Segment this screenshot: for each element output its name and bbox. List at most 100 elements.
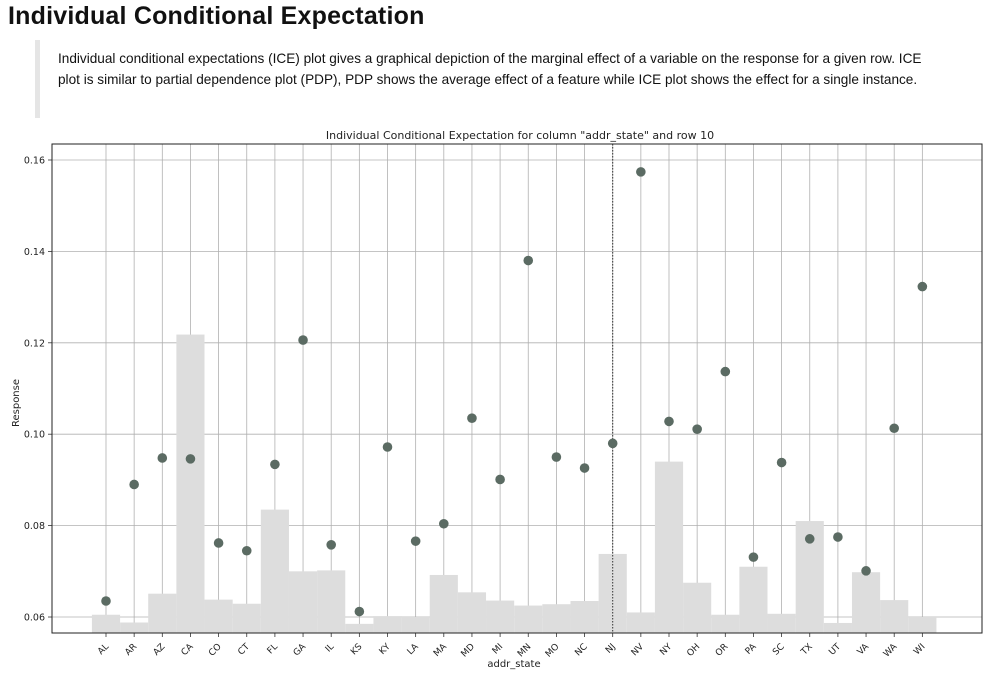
histogram-bar <box>429 574 458 633</box>
x-tick-label: AL <box>96 642 111 657</box>
data-point <box>467 413 477 424</box>
x-tick-label: MN <box>516 642 533 659</box>
x-tick-label: CO <box>207 642 224 659</box>
data-point <box>664 416 674 427</box>
x-tick-label: IL <box>324 642 336 654</box>
histogram-bar <box>204 599 233 633</box>
x-tick-label: GA <box>292 641 309 658</box>
y-tick-labels: 0.06 0.08 0.10 0.12 0.14 0.16 <box>24 155 45 623</box>
data-point <box>157 453 168 463</box>
histogram-bar <box>120 622 149 633</box>
histogram-bar <box>514 605 543 633</box>
x-tick-label: MI <box>491 642 505 656</box>
histogram-bar <box>823 622 852 633</box>
histogram-bar <box>457 592 487 633</box>
x-tick-label: NV <box>630 641 647 658</box>
data-point <box>748 552 759 562</box>
x-tick-label: FL <box>266 642 280 656</box>
y-tick-label: 0.14 <box>24 247 45 258</box>
data-point <box>129 479 139 490</box>
x-tick-label: MO <box>544 642 562 660</box>
x-axis-label: addr_state <box>487 659 540 670</box>
x-tick-label: KY <box>378 642 393 657</box>
y-tick-label: 0.10 <box>24 430 45 441</box>
histogram-bar <box>486 600 515 633</box>
x-tick-label: CA <box>180 641 196 657</box>
data-point <box>833 532 843 542</box>
x-tick-label: NC <box>573 642 589 658</box>
histogram-bar <box>908 617 937 633</box>
data-point <box>382 442 393 452</box>
x-tick-label: MD <box>460 642 478 660</box>
page-title: Individual Conditional Expectation <box>8 2 425 30</box>
histogram-bar <box>626 612 655 633</box>
x-tick-label: OH <box>685 642 702 659</box>
plot-frame <box>51 143 983 634</box>
histogram-bar <box>570 601 599 633</box>
data-point <box>889 423 899 434</box>
data-point <box>354 606 365 617</box>
histogram-bar <box>345 623 374 633</box>
histogram-bar <box>148 593 177 633</box>
x-tick-label: CT <box>236 642 252 658</box>
data-point <box>439 518 449 529</box>
data-point <box>326 539 337 550</box>
data-point <box>692 424 702 434</box>
x-tick-label: SC <box>771 642 787 658</box>
data-point <box>101 596 111 606</box>
x-tick-labels: AL AR AZ CA CO CT FL GA IL KS KY LA MA MD MI MN MO NC NJ NV… <box>96 641 927 659</box>
x-tick-label: WA <box>882 641 900 659</box>
histogram-bar <box>317 570 346 633</box>
x-tick-label: LA <box>406 641 422 657</box>
histogram-bar <box>851 572 881 633</box>
histogram-bar <box>176 334 205 633</box>
data-point <box>495 474 505 485</box>
y-tick-label: 0.06 <box>24 613 45 624</box>
data-point <box>213 538 224 548</box>
histogram-bar <box>401 617 430 633</box>
x-tick-label: OR <box>714 642 731 659</box>
histogram-bar <box>542 604 571 633</box>
description-text: Individual conditional expectations (ICE… <box>58 51 922 87</box>
histogram-bar <box>654 461 684 633</box>
x-tick-label: WI <box>912 642 927 657</box>
data-point <box>270 459 280 470</box>
histogram-bar <box>739 566 768 633</box>
histogram-bar <box>373 616 402 633</box>
histogram-bars <box>91 334 937 633</box>
x-tick-label: AR <box>123 642 139 658</box>
histogram-bar <box>232 603 261 633</box>
histogram-bar <box>683 582 712 633</box>
x-tick-label: MA <box>432 641 450 659</box>
x-tick-label: PA <box>744 641 759 656</box>
x-tick-label: AZ <box>152 642 168 658</box>
histogram-bar <box>711 614 740 633</box>
x-tick-label: NY <box>658 642 674 658</box>
histogram-bar <box>880 600 909 633</box>
ice-chart-svg: Individual Conditional Expectation for c… <box>11 129 983 670</box>
y-tick-label: 0.16 <box>24 155 45 166</box>
data-point <box>298 335 308 345</box>
data-point <box>917 281 928 292</box>
data-point <box>551 452 562 462</box>
histogram-bar <box>767 613 796 633</box>
x-tick-label: KS <box>349 642 364 657</box>
data-point <box>185 454 196 464</box>
data-point <box>607 438 618 449</box>
data-point <box>861 566 871 576</box>
data-point <box>720 366 731 377</box>
y-tick-label: 0.12 <box>24 338 45 349</box>
data-point <box>410 536 421 546</box>
chart-title: Individual Conditional Expectation for c… <box>326 129 714 142</box>
histogram-bar <box>91 614 121 633</box>
x-tick-label: NJ <box>604 642 618 656</box>
blockquote-bar <box>35 40 40 118</box>
x-tick-label: VA <box>856 641 872 657</box>
x-tick-label: UT <box>827 642 843 658</box>
histogram-bar <box>288 571 318 633</box>
ice-points <box>101 167 928 617</box>
y-axis-label: Response <box>11 379 22 427</box>
ice-chart: Individual Conditional Expectation for c… <box>0 122 989 674</box>
histogram-bar <box>260 509 289 633</box>
data-point <box>523 255 534 266</box>
